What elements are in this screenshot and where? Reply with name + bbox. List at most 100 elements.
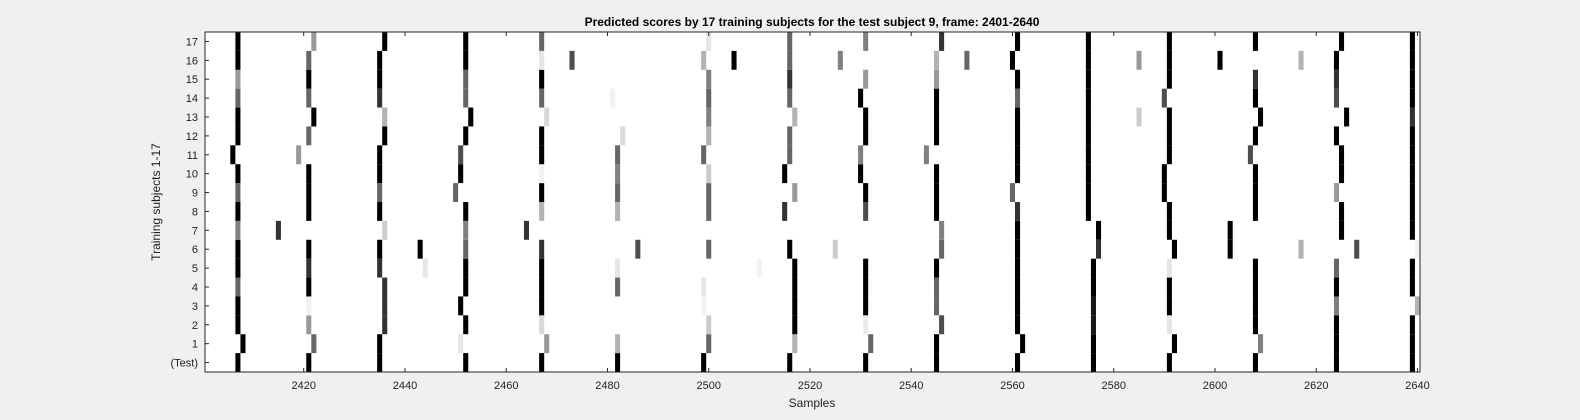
x-axis-label: Samples xyxy=(789,396,836,410)
x-tick-label: 2440 xyxy=(393,380,417,392)
heatmap-cell xyxy=(1252,126,1258,146)
heatmap-cell xyxy=(731,50,737,70)
heatmap-cell xyxy=(1166,258,1172,278)
heatmap-cell xyxy=(463,277,469,297)
heatmap-cell xyxy=(458,164,464,184)
heatmap-cell xyxy=(1015,88,1021,108)
heatmap-cell xyxy=(832,239,838,259)
heatmap-cell xyxy=(377,258,383,278)
heatmap-cell xyxy=(1333,353,1339,372)
heatmap-cell xyxy=(615,183,621,202)
y-axis-label: Training subjects 1-17 xyxy=(149,143,163,261)
heatmap-cell xyxy=(306,239,312,259)
heatmap-cell xyxy=(1409,353,1415,372)
heatmap-cell xyxy=(787,126,793,146)
heatmap-cell xyxy=(1409,145,1415,165)
x-tick-label: 2620 xyxy=(1304,380,1328,392)
heatmap-cell xyxy=(230,145,236,165)
y-tick-label: 12 xyxy=(186,131,198,143)
heatmap-cell xyxy=(1085,50,1091,70)
heatmap-cell xyxy=(701,296,707,316)
heatmap-cell xyxy=(235,353,241,372)
heatmap-cell xyxy=(235,107,241,127)
heatmap-cell xyxy=(1252,277,1258,297)
heatmap-cell xyxy=(377,239,383,259)
heatmap-cell xyxy=(1409,88,1415,108)
heatmap-cell xyxy=(1096,220,1102,240)
heatmap-cell xyxy=(539,50,545,70)
heatmap-cell xyxy=(1015,164,1021,184)
heatmap-cell xyxy=(1085,202,1091,221)
heatmap-cell xyxy=(1409,315,1415,335)
heatmap-cell xyxy=(306,164,312,184)
heatmap-cell xyxy=(934,164,940,184)
x-tick-label: 2600 xyxy=(1203,380,1227,392)
heatmap-cell xyxy=(858,145,864,165)
heatmap-cell xyxy=(306,296,312,316)
heatmap-cell xyxy=(863,183,869,202)
heatmap-cell xyxy=(939,32,945,51)
heatmap-cell xyxy=(377,183,383,202)
heatmap-cell xyxy=(311,32,317,51)
heatmap-cell xyxy=(620,126,626,146)
heatmap-cell xyxy=(296,145,302,165)
heatmap-cell xyxy=(858,164,864,184)
heatmap-cell xyxy=(1015,126,1021,146)
heatmap-cell xyxy=(1166,145,1172,165)
heatmap-cell xyxy=(1166,277,1172,297)
heatmap-cell xyxy=(463,315,469,335)
heatmap-cell xyxy=(382,315,388,335)
heatmap-cell xyxy=(306,277,312,297)
heatmap-cell xyxy=(934,277,940,297)
heatmap-cell xyxy=(1015,353,1021,372)
heatmap-cell xyxy=(863,107,869,127)
heatmap-cell xyxy=(1166,220,1172,240)
heatmap-cell xyxy=(1085,183,1091,202)
heatmap-cell xyxy=(539,353,545,372)
heatmap-cell xyxy=(792,334,798,354)
y-tick-label: 11 xyxy=(187,150,198,162)
heatmap-cell xyxy=(1333,277,1339,297)
heatmap-cell xyxy=(382,277,388,297)
heatmap-cell xyxy=(706,32,712,51)
heatmap-cell xyxy=(235,258,241,278)
heatmap-cell xyxy=(1344,107,1350,127)
heatmap-cell xyxy=(1166,69,1172,89)
heatmap-cell xyxy=(1252,88,1258,108)
heatmap-cell xyxy=(1333,334,1339,354)
heatmap-cell xyxy=(1409,32,1415,51)
heatmap-cell xyxy=(382,296,388,316)
heatmap-cell xyxy=(1136,107,1142,127)
heatmap-cell xyxy=(1161,88,1167,108)
heatmap-cell xyxy=(1015,277,1021,297)
heatmap-cell xyxy=(1409,107,1415,127)
heatmap-cell xyxy=(1015,296,1021,316)
heatmap-cell xyxy=(787,32,793,51)
x-tick-label: 2480 xyxy=(595,380,619,392)
heatmap-cell xyxy=(235,277,241,297)
heatmap-cell xyxy=(615,145,621,165)
heatmap-cell xyxy=(934,50,940,70)
heatmap-cell xyxy=(1333,69,1339,89)
heatmap-cell xyxy=(615,258,621,278)
heatmap-cell xyxy=(539,202,545,221)
y-tick-label: 10 xyxy=(186,169,198,181)
heatmap-cell xyxy=(463,32,469,51)
heatmap-cell xyxy=(539,239,545,259)
heatmap-cell xyxy=(863,126,869,146)
heatmap-cell xyxy=(863,32,869,51)
heatmap-cell xyxy=(1166,107,1172,127)
y-tick-label: 9 xyxy=(192,188,198,200)
heatmap-cell xyxy=(1171,239,1177,259)
heatmap-cell xyxy=(792,258,798,278)
heatmap-cell xyxy=(458,145,464,165)
heatmap-cell xyxy=(787,353,793,372)
heatmap-cell xyxy=(377,50,383,70)
x-tick-label: 2420 xyxy=(291,380,315,392)
heatmap-cell xyxy=(1085,145,1091,165)
heatmap-cell xyxy=(235,296,241,316)
heatmap-cell xyxy=(235,69,241,89)
heatmap-cell xyxy=(635,239,641,259)
heatmap-cell xyxy=(539,258,545,278)
